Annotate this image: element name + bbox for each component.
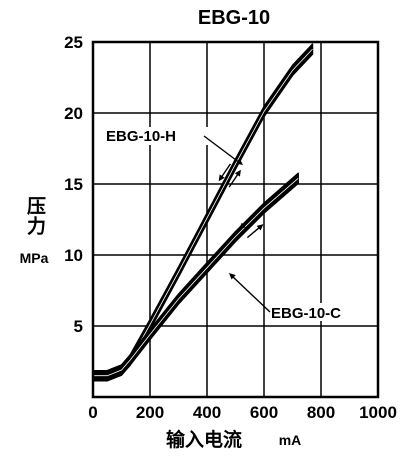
series-leader-h [203,135,241,164]
y-axis-label: 压力 [24,196,46,236]
series-curve-h [93,43,314,382]
y-axis-unit: MPa [20,250,49,266]
chart-title: EBG-10 [198,7,270,29]
series-label-h-bg [104,127,214,145]
series-leader-c [231,275,271,313]
plot-grid [93,42,378,397]
x-tick-label: 200 [136,403,164,422]
series-label-c-bg [270,303,374,321]
series-leader-c-head [229,273,236,280]
x-axis-label: 输入电流 [166,428,242,451]
series-gap-line [93,177,299,377]
plot-frame [91,40,380,399]
y-tick-label: 20 [64,104,83,123]
plot-curves [93,43,314,382]
x-tick-label: 400 [193,403,221,422]
series-label-c: EBG-10-C [271,305,341,322]
y-tick-label: 10 [64,246,83,265]
x-tick-label: 0 [88,403,97,422]
series-curve-c [93,172,299,382]
x-tick-label: 1000 [359,403,397,422]
x-tick-label: 600 [250,403,278,422]
series-h-arrow-up-head [234,169,241,177]
y-tick-labels: 5 10 15 20 25 [64,33,83,336]
series-label-h: EBG-10-H [106,128,176,145]
x-tick-label: 800 [307,403,335,422]
x-axis-unit: mA [279,432,302,448]
series-leader-h-head [236,158,243,165]
y-tick-label: 5 [74,317,83,336]
series-h-arrow-down-head [218,174,225,182]
series-c-arrow-down-head [238,222,246,230]
series-annotations: EBG-10-H EBG-10-C [104,127,374,322]
y-tick-label: 15 [64,175,83,194]
x-tick-labels: 0 200 400 600 800 1000 [88,403,397,422]
y-tick-label: 25 [64,33,83,52]
series-c-arrow-up-head [256,224,264,231]
